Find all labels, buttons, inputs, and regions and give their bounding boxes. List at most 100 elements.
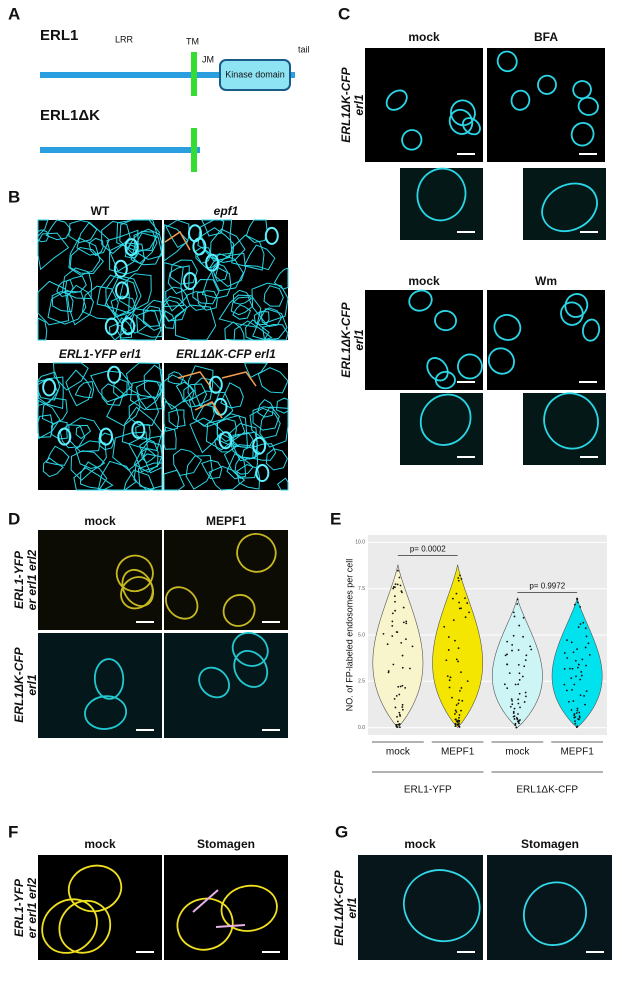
cell-outline: [121, 568, 155, 608]
construct-name: ERL1: [40, 27, 78, 44]
jitter-point: [517, 702, 520, 705]
jitter-point: [397, 685, 400, 688]
cell-wall: [113, 378, 128, 399]
cell-wall: [188, 390, 234, 428]
jitter-point: [393, 595, 396, 598]
jitter-point: [391, 620, 394, 623]
jitter-point: [398, 723, 401, 726]
jitter-point: [398, 711, 401, 714]
cell-wall: [243, 362, 269, 379]
cell-outline: [58, 899, 112, 954]
cell-outline: [385, 89, 408, 111]
jitter-point: [506, 663, 508, 666]
micrograph: [365, 48, 483, 162]
cell-wall: [262, 324, 289, 341]
cell-wall: [257, 398, 274, 418]
panel-label: F: [8, 822, 18, 841]
stoma: [42, 378, 57, 397]
jitter-point: [518, 624, 521, 627]
cell-wall: [163, 374, 194, 410]
jitter-point: [524, 659, 527, 662]
cell-wall: [187, 365, 214, 408]
cell-wall: [263, 285, 284, 307]
jitter-point: [454, 723, 457, 726]
stoma: [205, 253, 220, 272]
cell-wall: [163, 224, 189, 262]
jitter-point: [466, 602, 469, 604]
jitter-point: [514, 724, 517, 726]
jitter-point: [518, 672, 521, 675]
jitter-point: [513, 615, 516, 618]
cell-outline: [493, 314, 522, 341]
jitter-point: [454, 713, 456, 715]
jitter-point: [579, 694, 582, 696]
cell-wall: [104, 276, 138, 317]
row-label: ERL1ΔK-CFP: [339, 66, 353, 142]
panel-label: A: [8, 4, 20, 23]
cell-wall: [37, 371, 61, 401]
cell-wall: [243, 244, 276, 271]
cell-outline: [93, 658, 125, 700]
cell-wall: [197, 219, 233, 256]
jitter-point: [523, 701, 526, 703]
cell-wall: [118, 273, 152, 311]
jitter-point: [401, 684, 404, 687]
image-title: MEPF1: [206, 514, 246, 528]
cell-outline: [487, 347, 515, 375]
jitter-point: [579, 606, 582, 608]
cell-wall: [37, 414, 54, 438]
cell-wall: [252, 443, 277, 461]
jitter-point: [399, 584, 402, 587]
jitter-point: [458, 716, 460, 719]
cell-wall: [232, 289, 252, 305]
jitter-point: [401, 703, 404, 706]
jitter-point: [577, 663, 580, 666]
cell-outline: [543, 392, 599, 450]
cell-wall: [140, 448, 157, 464]
cell-wall: [212, 263, 229, 282]
cell-outline: [120, 576, 154, 610]
micrograph: [487, 855, 612, 960]
cell-outline: [67, 864, 123, 913]
cell-wall: [185, 291, 208, 311]
cell-wall: [273, 267, 289, 290]
jitter-point: [506, 687, 509, 690]
jitter-point: [394, 583, 397, 586]
jitter-point: [387, 671, 390, 674]
cell-wall: [201, 265, 232, 299]
stoma: [183, 272, 198, 291]
violin: [432, 564, 484, 729]
jitter-point: [523, 665, 526, 668]
cell-outline: [236, 533, 277, 573]
jitter-point: [459, 574, 461, 577]
jitter-point: [401, 654, 404, 657]
jitter-point: [448, 679, 451, 682]
jitter-point: [455, 592, 458, 595]
row-label: erl1: [352, 329, 366, 351]
jitter-point: [566, 689, 568, 692]
panel-label: B: [8, 187, 20, 206]
cell-outline: [434, 310, 457, 332]
jitter-point: [566, 639, 568, 642]
micrograph: [38, 855, 162, 960]
jitter-point: [519, 706, 521, 709]
jitter-point: [451, 597, 454, 600]
cell-wall: [42, 457, 64, 478]
image-title: mock: [408, 30, 440, 44]
jitter-point: [570, 709, 573, 711]
cell-outline: [403, 869, 481, 943]
lineage-mark: [177, 371, 211, 387]
violin-chart: 0.0 2.5 5.0 7.5 10.0 NO. of FP-labeled endoso…: [344, 535, 607, 796]
jitter-point: [445, 659, 448, 662]
cell-outline: [115, 554, 154, 593]
violin: [372, 564, 424, 729]
cell-wall: [136, 309, 163, 338]
row-label: ERL1-YFP: [12, 550, 26, 609]
y-axis-label: NO. of FP-labeled endosomes per cell: [344, 559, 354, 712]
jitter-point: [391, 624, 394, 627]
tm-domain: [191, 128, 197, 172]
jitter-point: [577, 626, 580, 629]
jitter-point: [584, 703, 586, 706]
jitter-point: [574, 716, 577, 718]
micrograph: [487, 48, 605, 162]
